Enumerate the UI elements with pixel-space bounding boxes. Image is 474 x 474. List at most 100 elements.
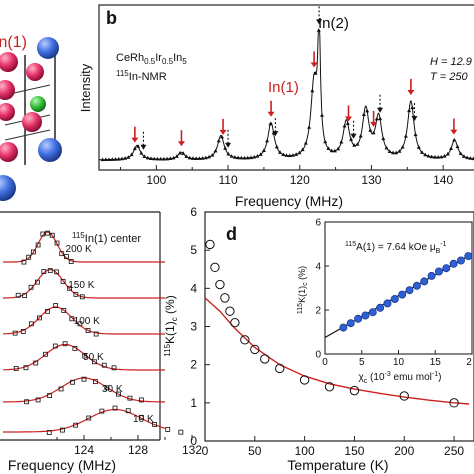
spectrum-point: [329, 148, 334, 153]
panel-b-letter: b: [106, 8, 117, 28]
spectrum-point: [319, 113, 324, 117]
d-data-point: [324, 382, 335, 392]
inset-xtick-label: 0: [322, 357, 328, 368]
c-data-point: [73, 291, 79, 297]
spectrum-point: [365, 108, 370, 113]
panel-b-compound: CeRh0.5Ir0.5In5: [116, 52, 187, 66]
spectrum-point: [455, 144, 460, 149]
c-data-point: [178, 429, 184, 435]
spectrum-point: [426, 153, 431, 158]
spectrum-point: [136, 144, 141, 148]
panel-b-frame: [98, 4, 474, 171]
spectrum-point: [110, 157, 115, 161]
spectrum-point: [100, 157, 105, 162]
spectrum-point: [223, 146, 228, 150]
spectrum-point: [445, 151, 450, 156]
c-series-label: 200 K: [66, 244, 92, 255]
spectrum-point: [403, 134, 408, 138]
red-arrow-head: [267, 111, 275, 117]
d-xtick-label: 250: [444, 444, 464, 458]
spectrum-point: [258, 152, 263, 156]
spectrum-point: [442, 154, 447, 158]
spectrum-point: [274, 144, 279, 149]
c-series-label: 100 K: [74, 316, 100, 327]
inset-data-point: [354, 314, 363, 323]
c-data-point: [72, 346, 78, 351]
red-arrow-head: [450, 129, 458, 135]
spectrum-point: [184, 154, 189, 158]
d-ytick-label: 0: [190, 434, 197, 448]
c-data-point: [138, 397, 144, 403]
spectrum-point: [213, 148, 218, 153]
spectrum-point: [268, 121, 273, 126]
spectrum-point: [452, 137, 457, 142]
red-arrow-head: [370, 121, 378, 127]
inset-ytick-label: 0: [315, 350, 321, 361]
c-data-point: [45, 308, 50, 314]
spectrum-point: [384, 145, 389, 150]
panel-b-field: H = 12.9: [430, 56, 472, 68]
spectrum-point: [158, 156, 163, 161]
inset-xtick-label: 10: [393, 357, 405, 368]
spectrum-point: [423, 152, 428, 157]
inset-data-point: [449, 259, 458, 268]
d-ytick-label: 2: [190, 358, 197, 372]
inset-ytick-label: 2: [315, 306, 321, 317]
c-data-point: [93, 379, 98, 385]
c-data-point: [40, 231, 46, 237]
spectrum-point: [255, 154, 260, 158]
spectrum-point: [413, 132, 418, 137]
inset-data-point: [346, 319, 355, 328]
inset-xtick-label: 5: [359, 357, 365, 368]
d-ytick-label: 5: [190, 243, 197, 257]
c-fit-line: [2, 306, 165, 335]
inset-data-point: [464, 252, 473, 261]
spectrum-point: [239, 155, 244, 160]
c-data-point: [22, 293, 28, 299]
c-data-point: [99, 408, 105, 414]
inset-ytick-label: 6: [315, 218, 321, 229]
inset-data-point: [376, 303, 385, 312]
c-data-point: [21, 259, 27, 265]
c-data-point: [125, 408, 131, 414]
spectrum-point: [252, 154, 257, 159]
spectrum-point: [471, 156, 474, 161]
d-data-point: [260, 354, 270, 364]
red-arrow-head: [407, 89, 415, 95]
spectrum-point: [281, 152, 286, 157]
spectrum-point: [371, 130, 376, 135]
spectrum-point: [390, 150, 395, 155]
spectrum-point: [284, 153, 289, 157]
inset-data-point: [412, 281, 421, 290]
inset-data-point: [434, 267, 443, 276]
c-series-label: 30 K: [102, 384, 123, 395]
panel-b: b CeRh0.5Ir0.5In5 115In-NMR H = 12.9 T =…: [78, 4, 474, 209]
spectrum-point: [242, 155, 247, 160]
spectrum-point: [458, 151, 463, 156]
spectrum-point: [378, 116, 383, 121]
d-fit-curve: [204, 297, 470, 405]
spectrum-point: [323, 139, 328, 144]
panel-b-in1-label: In(1): [268, 79, 299, 96]
c-data-point: [41, 269, 47, 274]
spectrum-point: [216, 138, 221, 143]
d-data-point: [210, 262, 220, 273]
c-data-point: [112, 405, 118, 411]
spectrum-point: [161, 156, 166, 161]
spectrum-point: [200, 156, 205, 160]
red-arrow-head: [177, 141, 185, 147]
spectrum-point: [116, 156, 121, 161]
c-data-point: [37, 315, 42, 321]
black-arrow-head: [350, 133, 357, 139]
c-data-point: [70, 379, 75, 385]
d-xtick-label: 50: [248, 444, 262, 458]
inset-data-point: [361, 311, 370, 320]
spectrum-point: [174, 154, 179, 158]
panel-d-xlabel: Temperature (K): [287, 457, 388, 473]
c-data-point: [13, 366, 19, 371]
c-data-point: [23, 365, 29, 371]
spectrum-point: [465, 155, 470, 160]
c-series-label: 150 K: [68, 280, 94, 291]
spectrum-point: [165, 156, 170, 161]
